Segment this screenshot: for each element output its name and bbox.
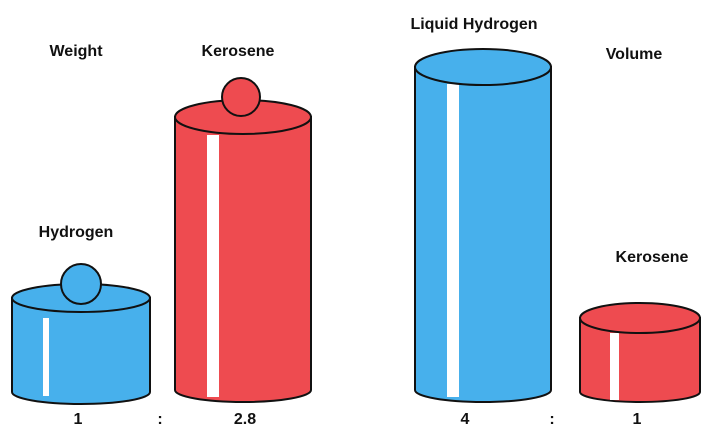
- weight-ratio-separator: :: [157, 411, 162, 428]
- weight-hydrogen-label: Hydrogen: [39, 224, 114, 241]
- weight-kerosene-label: Kerosene: [202, 43, 275, 60]
- volume-kerosene-label: Kerosene: [616, 249, 689, 266]
- hydrogen-weight-cylinder: [11, 263, 151, 405]
- volume-hydrogen-label: Liquid Hydrogen: [410, 16, 537, 33]
- volume-ratio-left: 4: [461, 411, 470, 428]
- kerosene-weight-cylinder: [174, 77, 312, 403]
- weight-ratio-right: 2.8: [234, 411, 256, 428]
- volume-ratio-right: 1: [633, 411, 642, 428]
- liquid-hydrogen-cylinder: [414, 48, 552, 403]
- volume-ratio-separator: :: [549, 411, 554, 428]
- weight-title: Weight: [49, 43, 103, 60]
- weight-ratio-left: 1: [74, 411, 83, 428]
- kerosene-volume-cylinder: [579, 302, 701, 403]
- volume-title: Volume: [606, 46, 663, 63]
